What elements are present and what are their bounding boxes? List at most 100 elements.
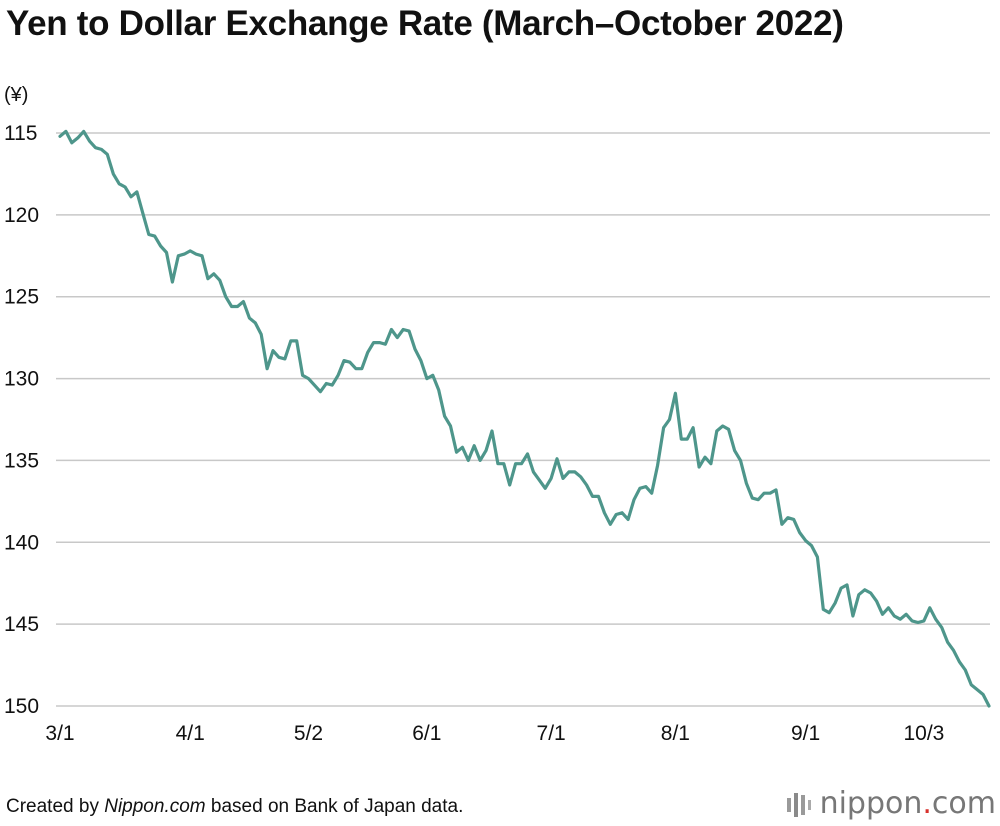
data-point xyxy=(934,618,937,621)
credit-suffix: based on Bank of Japan data. xyxy=(205,796,464,817)
data-point xyxy=(437,388,440,392)
data-point xyxy=(952,649,955,652)
data-point xyxy=(839,586,843,590)
data-point xyxy=(230,305,233,308)
data-point xyxy=(579,475,582,478)
source-credit: Created by Nippon.com based on Bank of J… xyxy=(6,796,463,818)
data-point xyxy=(307,377,310,380)
data-point xyxy=(561,477,565,480)
logo-dot: . xyxy=(922,786,932,821)
x-tick-label: 3/1 xyxy=(45,722,74,745)
data-point xyxy=(129,195,133,199)
y-tick-label: 145 xyxy=(4,613,39,636)
series-group xyxy=(58,129,991,708)
data-point xyxy=(141,212,145,215)
data-point xyxy=(478,459,482,462)
data-point xyxy=(165,251,168,254)
data-point xyxy=(526,452,529,456)
data-point xyxy=(159,244,162,248)
data-point xyxy=(354,367,358,370)
data-point xyxy=(342,359,346,362)
data-point xyxy=(295,339,298,343)
data-point xyxy=(401,328,405,331)
data-point xyxy=(816,555,819,559)
data-point xyxy=(757,498,760,501)
data-point xyxy=(851,614,855,618)
data-point xyxy=(194,252,198,256)
x-tick-label: 7/1 xyxy=(537,722,566,745)
nippon-logo[interactable]: nippon.com xyxy=(786,786,996,821)
data-point xyxy=(313,383,316,387)
data-point xyxy=(248,316,251,320)
data-point xyxy=(88,139,91,143)
data-point xyxy=(697,465,701,469)
data-point xyxy=(975,688,979,691)
data-point xyxy=(449,424,452,428)
data-point xyxy=(833,601,837,605)
data-point xyxy=(828,611,831,614)
data-point xyxy=(958,660,961,663)
data-point xyxy=(863,588,866,591)
data-point xyxy=(638,487,642,490)
data-point xyxy=(271,349,275,352)
y-tick-label: 125 xyxy=(4,286,39,309)
data-point xyxy=(265,367,269,370)
x-axis-ticks: 3/1 4/1 5/2 6/1 7/1 8/1 9/1 10/3 xyxy=(45,722,944,745)
data-point xyxy=(413,347,417,351)
data-point xyxy=(910,619,914,623)
data-point xyxy=(567,470,571,474)
data-point xyxy=(668,418,671,421)
y-axis-ticks: 115 120 125 130 135 140 145 150 xyxy=(4,122,39,718)
x-tick-label: 9/1 xyxy=(791,722,820,745)
data-point xyxy=(117,182,121,185)
data-point xyxy=(76,136,79,140)
data-point xyxy=(609,523,612,526)
data-point xyxy=(857,593,861,596)
data-point xyxy=(224,295,227,298)
data-point xyxy=(443,415,446,418)
bamboo-bars-icon xyxy=(786,792,811,817)
credit-source: Nippon.com xyxy=(104,796,206,817)
data-point xyxy=(549,477,553,480)
data-point xyxy=(467,459,470,462)
data-point xyxy=(112,172,115,176)
data-point xyxy=(798,531,801,534)
data-point xyxy=(532,470,535,474)
data-point xyxy=(869,591,872,595)
data-point xyxy=(336,374,340,377)
data-point xyxy=(940,626,943,629)
data-point xyxy=(822,608,825,611)
data-point xyxy=(733,449,736,452)
data-point xyxy=(928,606,932,609)
data-point xyxy=(520,462,523,465)
x-tick-label: 4/1 xyxy=(176,722,205,745)
data-point xyxy=(946,640,949,644)
data-point xyxy=(845,583,849,587)
data-point xyxy=(200,254,204,257)
data-point xyxy=(662,426,665,429)
data-point xyxy=(242,300,245,303)
data-point xyxy=(774,488,778,492)
data-point xyxy=(632,498,636,501)
data-point xyxy=(715,429,719,433)
data-point xyxy=(703,455,707,459)
data-point xyxy=(70,141,74,145)
data-point xyxy=(378,341,381,344)
x-tick-label: 5/2 xyxy=(294,722,323,745)
logo-tld: com xyxy=(931,786,996,821)
data-point xyxy=(591,495,594,498)
data-point xyxy=(603,511,606,515)
data-point xyxy=(419,359,423,362)
data-point xyxy=(804,539,807,542)
data-point xyxy=(987,704,991,708)
data-point xyxy=(875,600,878,603)
y-tick-label: 120 xyxy=(4,204,39,227)
y-tick-label: 135 xyxy=(4,449,39,472)
data-point xyxy=(147,233,150,236)
data-point xyxy=(573,470,576,474)
data-point xyxy=(691,426,695,429)
data-point xyxy=(585,483,588,487)
data-point xyxy=(544,487,547,490)
data-point xyxy=(348,361,352,364)
data-point xyxy=(922,619,926,623)
